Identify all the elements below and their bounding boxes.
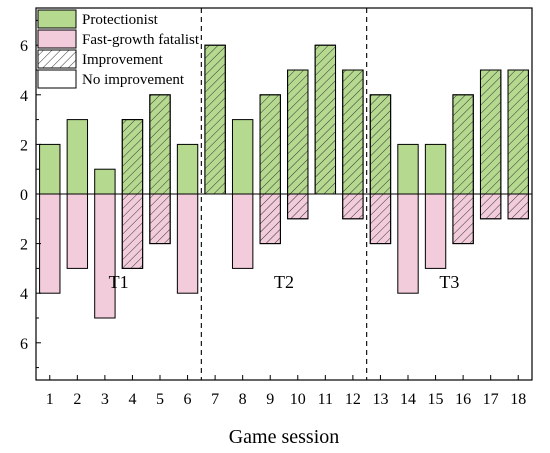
protectionist-bar-3 <box>94 168 116 195</box>
x-tick-label-13: 13 <box>372 391 388 408</box>
protectionist-bar-hatch-7 <box>204 44 226 195</box>
protectionist-bar-2 <box>66 119 89 195</box>
x-tick-label-17: 17 <box>483 391 499 408</box>
fatalist-bar-hatch-4 <box>121 193 144 269</box>
x-axis: 1 2 3 4 5 6 7 8 9 10 11 12 13 14 15 16 17 18 <box>46 375 526 408</box>
protectionist-bar-hatch-4 <box>121 119 144 195</box>
fatalist-bar-hatch-17 <box>479 193 502 220</box>
group-label-T3: T3 <box>439 272 459 292</box>
group-labels: T1 T2 T3 <box>109 272 460 292</box>
x-tick-label-6: 6 <box>184 391 192 408</box>
fatalist-bar-hatch-13 <box>369 193 392 245</box>
fatalist-bar-14 <box>397 193 419 294</box>
legend-swatch-plain <box>37 69 77 89</box>
x-tick-label-18: 18 <box>510 391 526 408</box>
fatalist-bar-1 <box>39 193 61 294</box>
legend-label-hatch: Improvement <box>82 52 164 68</box>
y-tick-label-3: 0 <box>20 187 28 204</box>
protectionist-bar-14 <box>397 143 419 195</box>
fatalist-bar-8 <box>231 193 254 269</box>
protectionist-bar-6 <box>176 143 199 195</box>
x-axis-label: Game session <box>229 426 340 448</box>
x-tick-label-10: 10 <box>290 391 306 408</box>
protectionist-bar-8 <box>231 119 254 195</box>
protectionist-bar-hatch-12 <box>342 69 364 195</box>
x-tick-label-3: 3 <box>101 391 109 408</box>
protectionist-bar-hatch-16 <box>452 94 474 195</box>
protectionist-bar-hatch-13 <box>369 94 392 195</box>
fatalist-bar-6 <box>176 193 199 294</box>
legend-swatch-hatch <box>37 49 77 69</box>
protectionist-bar-1 <box>39 143 61 195</box>
fatalist-bar-hatch-10 <box>287 193 309 220</box>
protectionist-bar-hatch-18 <box>507 69 529 195</box>
protectionist-bar-hatch-10 <box>287 69 309 195</box>
fatalist-bar-2 <box>66 193 89 269</box>
fatalist-bar-15 <box>424 193 447 269</box>
y-axis: 6 4 2 0 2 4 6 <box>20 19 41 369</box>
legend-label-protectionist: Protectionist <box>82 12 159 28</box>
x-tick-label-16: 16 <box>455 391 471 408</box>
x-tick-label-15: 15 <box>428 391 444 408</box>
fatalist-bar-hatch-5 <box>149 193 171 245</box>
group-dividers <box>200 8 368 380</box>
legend-label-plain: No improvement <box>82 72 185 88</box>
y-tick-label-5: 4 <box>20 88 28 105</box>
bars-layer <box>36 44 532 319</box>
y-tick-label-4: 2 <box>20 137 28 154</box>
y-tick-label-1: 4 <box>20 286 28 303</box>
fatalist-bar-hatch-9 <box>259 193 281 245</box>
fatalist-bar-3 <box>94 193 116 319</box>
legend: Protectionist Fast-growth fatalist Improve… <box>37 9 200 89</box>
protectionist-bar-hatch-9 <box>259 94 281 195</box>
legend-label-fatalist: Fast-growth fatalist <box>82 32 200 48</box>
protectionist-bar-15 <box>424 143 447 195</box>
group-label-T2: T2 <box>274 272 294 292</box>
protectionist-bar-hatch-5 <box>149 94 171 195</box>
x-tick-label-1: 1 <box>46 391 54 408</box>
x-tick-label-14: 14 <box>400 391 416 408</box>
group-label-T1: T1 <box>109 272 129 292</box>
x-tick-label-5: 5 <box>156 391 164 408</box>
x-tick-label-2: 2 <box>73 391 81 408</box>
y-tick-label-0: 6 <box>20 336 28 353</box>
fatalist-bar-hatch-12 <box>342 193 364 220</box>
legend-swatch-fatalist <box>37 29 77 49</box>
x-tick-label-8: 8 <box>239 391 247 408</box>
x-tick-label-11: 11 <box>318 391 333 408</box>
x-tick-label-4: 4 <box>128 391 136 408</box>
protectionist-bar-hatch-17 <box>479 69 502 195</box>
x-tick-label-7: 7 <box>211 391 219 408</box>
y-tick-label-6: 6 <box>20 38 28 55</box>
y-tick-label-2: 2 <box>20 237 28 254</box>
x-tick-label-12: 12 <box>345 391 361 408</box>
protectionist-bar-hatch-11 <box>314 44 337 195</box>
x-tick-label-9: 9 <box>266 391 274 408</box>
fatalist-bar-hatch-16 <box>452 193 474 245</box>
legend-swatch-protectionist <box>37 9 77 29</box>
fatalist-bar-hatch-18 <box>507 193 529 220</box>
